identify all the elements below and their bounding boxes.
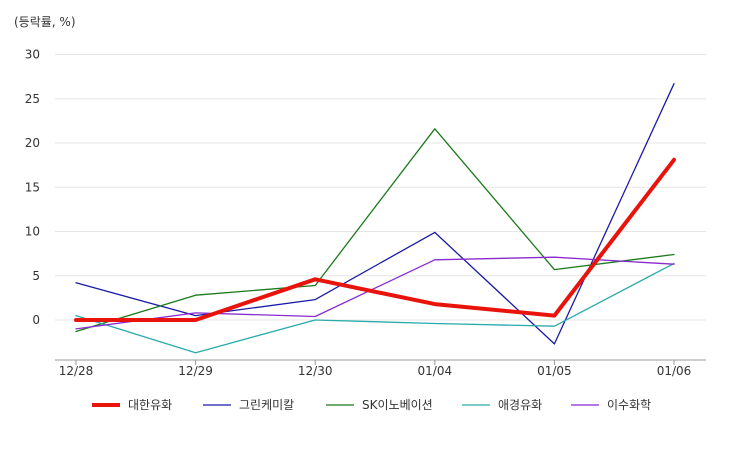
series-line-2: [75, 83, 675, 345]
y-tick-label: 15: [25, 180, 40, 194]
y-unit-label: (등락률, %): [14, 15, 76, 29]
axes: 0 5 10 15 20 25 30 12/28 12/29 12/30 01/04 01/05 01/…: [25, 48, 706, 378]
series-line-3: [75, 128, 675, 333]
series-lines: [74, 83, 676, 354]
legend-label: 그린케미칼: [239, 398, 294, 412]
legend-label: SK이노베이션: [362, 398, 433, 412]
y-tick-label: 0: [32, 313, 40, 327]
x-tick-label: 01/06: [657, 364, 692, 378]
series-line-4: [75, 262, 675, 354]
legend-label: 대한유화: [128, 398, 172, 412]
x-tick-label: 12/29: [178, 364, 213, 378]
y-tick-label: 5: [32, 269, 40, 283]
series-line-5: [75, 256, 675, 330]
legend: 대한유화 그린케미칼 SK이노베이션 애경유화 이수화학: [92, 398, 651, 412]
y-tick-label: 10: [25, 225, 40, 239]
grid-lines: [55, 54, 706, 321]
x-tick-label: 12/28: [59, 364, 94, 378]
y-tick-label: 25: [25, 92, 40, 106]
x-tick-label: 01/04: [418, 364, 453, 378]
series-line-1: [74, 157, 676, 322]
x-tick-label: 01/05: [537, 364, 572, 378]
legend-label: 이수화학: [607, 398, 651, 412]
y-tick-label: 20: [25, 136, 40, 150]
legend-label: 애경유화: [498, 398, 542, 412]
y-tick-label: 30: [25, 48, 40, 62]
x-tick-label: 12/30: [298, 364, 333, 378]
